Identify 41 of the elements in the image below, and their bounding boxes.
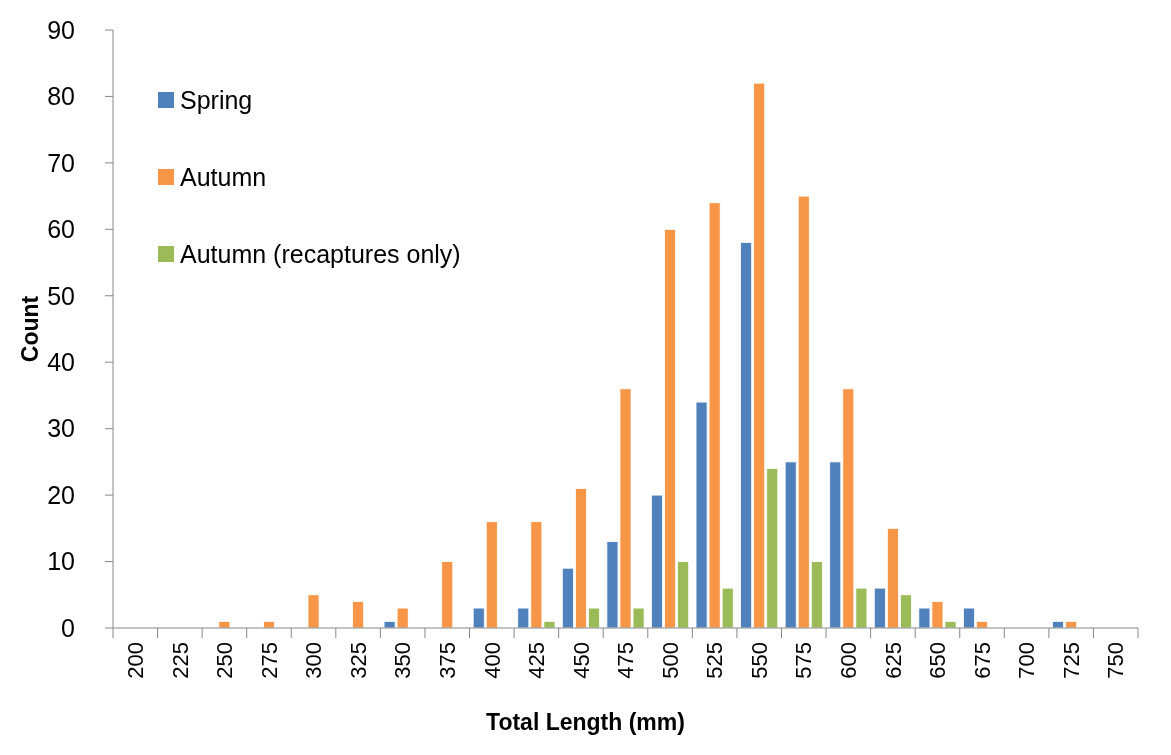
x-tick-label: 500 [657, 642, 683, 679]
x-tick-label: 400 [479, 642, 505, 679]
x-tick-label: 600 [836, 642, 862, 679]
x-tick-label: 275 [256, 642, 282, 679]
x-tick-label: 350 [390, 642, 416, 679]
x-tick-label: 725 [1058, 642, 1084, 679]
y-tick-label: 70 [47, 148, 75, 177]
y-tick-label: 20 [47, 480, 75, 509]
x-tick-label: 525 [702, 642, 728, 679]
x-tick-label: 675 [969, 642, 995, 679]
x-tick-label: 550 [746, 642, 772, 679]
x-tick-label: 475 [613, 642, 639, 679]
x-tick-label: 250 [212, 642, 238, 679]
y-tick-label: 10 [47, 547, 75, 576]
x-axis-title: Total Length (mm) [486, 709, 685, 735]
x-tick-label: 325 [345, 642, 371, 679]
x-tick-label: 700 [1014, 642, 1040, 679]
x-tick-label: 300 [301, 642, 327, 679]
y-tick-label: 80 [47, 82, 75, 111]
y-tick-label: 60 [47, 215, 75, 244]
x-tick-label: 200 [122, 642, 148, 679]
y-tick-label: 0 [61, 613, 75, 642]
legend-label: Spring [180, 85, 253, 114]
y-tick-label: 50 [47, 281, 75, 310]
x-tick-label: 225 [167, 642, 193, 679]
x-tick-label: 750 [1103, 642, 1129, 679]
x-tick-label: 375 [434, 642, 460, 679]
legend-label: Autumn (recaptures only) [180, 239, 461, 268]
y-tick-label: 30 [47, 414, 75, 443]
x-tick-label: 650 [925, 642, 951, 679]
bar [441, 561, 454, 629]
x-tick-label: 575 [791, 642, 817, 679]
bar [307, 594, 320, 629]
y-tick-label: 40 [47, 347, 75, 376]
y-tick-label: 90 [47, 15, 75, 44]
bar [352, 601, 365, 629]
y-axis-title: Count [17, 295, 43, 363]
x-tick-label: 625 [880, 642, 906, 679]
x-tick-label: 425 [524, 642, 550, 679]
legend-label: Autumn [180, 162, 267, 191]
x-tick-label: 450 [568, 642, 594, 679]
